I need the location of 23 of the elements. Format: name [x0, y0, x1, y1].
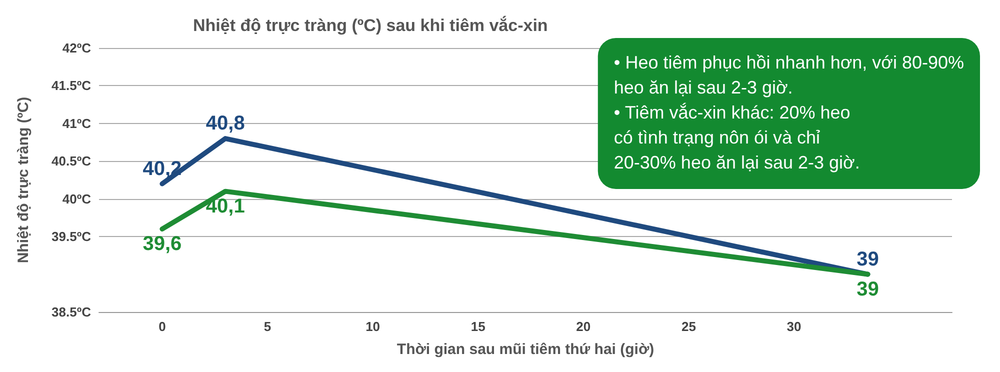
y-tick-label: 39.5ºC — [52, 229, 92, 244]
chart-title: Nhiệt độ trực tràng (ºC) sau khi tiêm vắc-xin — [193, 15, 548, 35]
x-tick-label: 0 — [158, 319, 166, 334]
y-axis-title: Nhiệt độ trực tràng (ºC) — [15, 96, 32, 264]
data-label: 40,8 — [206, 112, 245, 135]
x-axis-title: Thời gian sau mũi tiêm thứ hai (giờ) — [396, 341, 654, 358]
y-tick-label: 38.5ºC — [52, 304, 92, 320]
x-tick-label: 15 — [470, 319, 486, 334]
data-label: 39 — [856, 248, 879, 270]
x-tick-label: 30 — [786, 319, 802, 334]
y-tick-label: 41.5ºC — [52, 78, 92, 94]
y-tick-label: 40ºC — [62, 191, 92, 206]
y-tick-label: 41ºC — [62, 116, 92, 131]
x-tick-label: 20 — [576, 319, 591, 334]
data-label: 39 — [856, 278, 879, 300]
annotation: • Tiêm vắc-xin khác: 20% heo có tình trạng nôn ói và chỉ 20-30% heo ăn lại sau 2-3 giờ. — [614, 102, 860, 172]
data-label: 39,6 — [142, 233, 182, 256]
x-tick-label: 25 — [681, 319, 696, 334]
y-tick-label: 42ºC — [62, 40, 92, 56]
y-tick-label: 40.5ºC — [52, 154, 92, 169]
x-tick-label: 10 — [366, 319, 380, 334]
annotation: • Heo tiêm phục hồi nhanh hơn, với 80-90% heo ăn lại sau 2-3 giờ. — [614, 52, 964, 98]
x-tick-label: 5 — [264, 319, 272, 334]
